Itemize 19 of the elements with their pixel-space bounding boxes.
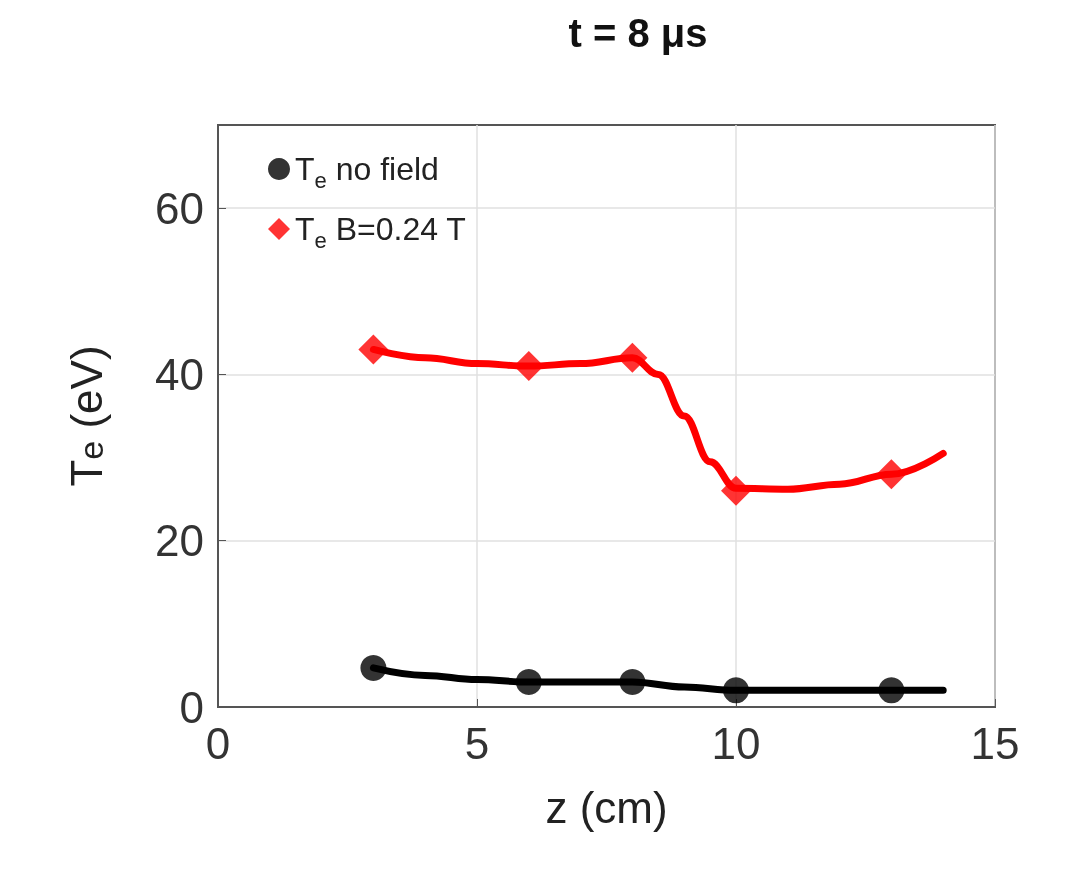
x-tick-label: 10 <box>711 718 761 768</box>
point <box>360 654 387 681</box>
point <box>358 334 389 365</box>
y-tick-label: 0 <box>179 682 204 732</box>
point <box>617 342 648 373</box>
y-axis-title: Te (eV) <box>61 345 111 487</box>
point <box>721 475 751 506</box>
y-tick-label: 60 <box>155 183 204 233</box>
point <box>619 669 646 696</box>
point <box>876 459 907 490</box>
x-tick-label: 15 <box>970 718 1020 768</box>
point <box>515 669 542 696</box>
y-tick-label: 40 <box>155 349 204 399</box>
point <box>723 677 749 704</box>
y-tick-label: 20 <box>155 516 204 566</box>
point <box>878 677 905 704</box>
chart-title: t = 8 μs <box>568 11 708 55</box>
x-axis-title: z (cm) <box>545 782 668 832</box>
x-tick-label: 5 <box>464 718 490 768</box>
